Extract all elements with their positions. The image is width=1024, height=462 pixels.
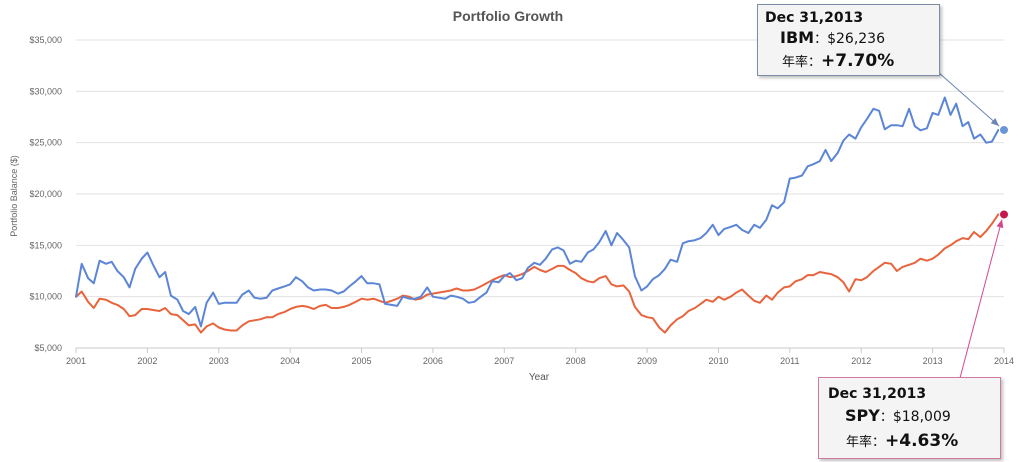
axes: Portfolio Balance ($) Year $5,000 $10,000… (9, 35, 1014, 383)
chart-title: Portfolio Growth (453, 8, 563, 24)
ibm-callout-ticker: IBM (780, 28, 815, 47)
spy-callout-ticker: SPY (845, 406, 880, 425)
y-tick-label: $10,000 (29, 292, 62, 302)
y-tick-label: $25,000 (29, 138, 62, 148)
y-tick-label: $20,000 (29, 189, 62, 199)
x-tick-label: 2001 (66, 356, 86, 366)
x-tick-label: 2013 (923, 356, 943, 366)
x-tick-label: 2014 (994, 356, 1014, 366)
x-tick-label: 2011 (780, 356, 799, 366)
spy-callout: Dec 31,2013 SPY：$18,009 年率：+4.63% (818, 377, 1001, 459)
spy-callout-separator: ： (879, 410, 893, 425)
x-axis-label: Year (529, 372, 550, 383)
ibm-arrow-line (937, 71, 1000, 127)
x-tick-label: 2008 (566, 356, 586, 366)
end-marker-ibm[interactable] (999, 124, 1009, 135)
end-marker-spy[interactable] (999, 209, 1009, 220)
x-tick-label: 2012 (851, 356, 871, 366)
spy-callout-date: Dec 31,2013 (828, 386, 927, 402)
ibm-arrow-head (990, 118, 999, 126)
x-tick-label: 2009 (637, 356, 657, 366)
spy-callout-balance: $18,009 (892, 409, 951, 425)
series-line-spy (75, 213, 1000, 334)
ibm-callout-rate-line: 年率：+7.70% (782, 51, 894, 71)
spy-callout-rate-label: 年率： (846, 435, 886, 450)
ibm-callout-date: Dec 31,2013 (765, 10, 864, 26)
spy-arrow-line (959, 219, 1003, 379)
x-tick-label: 2010 (708, 356, 728, 366)
end-markers (999, 124, 1009, 220)
x-tick-label: 2002 (137, 356, 157, 366)
x-tick-label: 2003 (209, 356, 229, 366)
spy-arrow-head (996, 219, 1004, 229)
y-tick-label: $15,000 (29, 240, 62, 250)
y-axis-label: Portfolio Balance ($) (9, 155, 19, 237)
y-tick-label: $5,000 (34, 343, 62, 353)
ibm-callout-balance: $26,236 (827, 31, 885, 47)
callout-arrows (937, 71, 1004, 379)
ibm-callout-separator: ： (814, 32, 828, 47)
spy-callout-balance-line: SPY：$18,009 (845, 406, 951, 425)
x-tick-label: 2006 (423, 356, 443, 366)
grid (75, 39, 1005, 353)
ibm-callout: Dec 31,2013 IBM：$26,236 年率：+7.70% (757, 4, 940, 76)
y-tick-label: $35,000 (29, 35, 62, 45)
ibm-callout-rate: +7.70% (821, 51, 895, 71)
series-lines (75, 96, 1000, 334)
y-tick-label: $30,000 (29, 86, 62, 96)
x-tick-label: 2004 (280, 356, 300, 366)
series-line-ibm (75, 96, 1000, 328)
spy-callout-rate: +4.63% (885, 431, 959, 451)
x-tick-label: 2007 (494, 356, 514, 366)
ibm-callout-balance-line: IBM：$26,236 (780, 28, 885, 47)
x-tick-label: 2005 (352, 356, 372, 366)
spy-callout-rate-line: 年率：+4.63% (846, 431, 958, 451)
ibm-callout-rate-label: 年率： (782, 55, 822, 70)
